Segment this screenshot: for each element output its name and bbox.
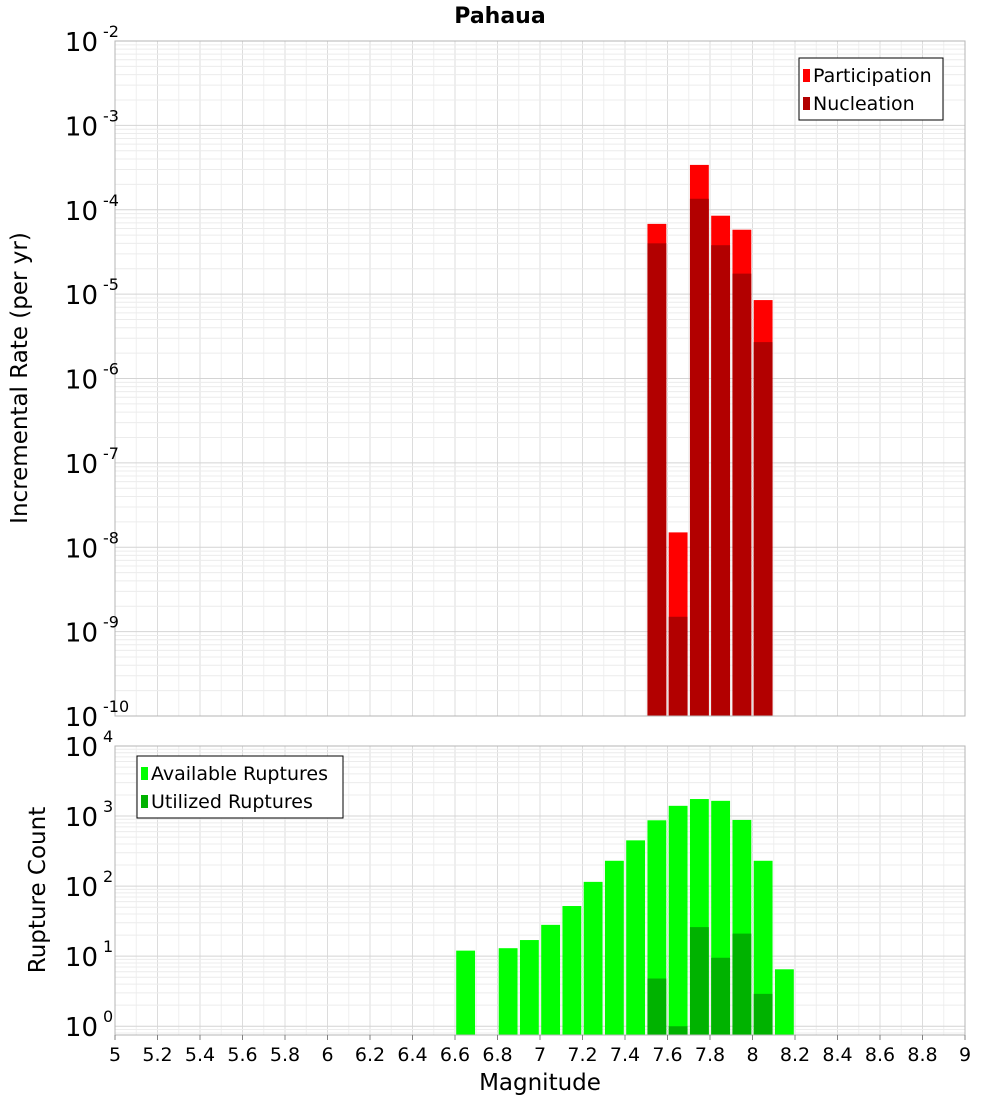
bottom-legend-label: Available Ruptures xyxy=(151,763,328,785)
bottom-bar-available-ruptures xyxy=(668,805,688,1035)
bottom-bar-utilized-ruptures xyxy=(753,993,773,1035)
bottom-bar-utilized-ruptures xyxy=(711,957,731,1035)
bottom-y-tick-label: 10 xyxy=(65,1013,98,1043)
x-tick-label: 6.8 xyxy=(482,1044,512,1066)
x-tick-label: 6 xyxy=(321,1044,333,1066)
bottom-bar-utilized-ruptures xyxy=(668,1026,688,1035)
bottom-bar-utilized-ruptures xyxy=(732,933,752,1035)
top-y-tick-exponent: -5 xyxy=(103,275,119,294)
bottom-bar-available-ruptures xyxy=(456,950,476,1035)
top-y-tick-exponent: -3 xyxy=(103,106,119,125)
top-legend xyxy=(798,57,944,121)
x-tick-label: 8.2 xyxy=(780,1044,810,1066)
x-tick-label: 5.2 xyxy=(142,1044,172,1066)
bottom-bar-utilized-ruptures xyxy=(689,927,709,1035)
top-y-tick-label: 10 xyxy=(65,197,98,227)
bottom-bar-available-ruptures xyxy=(753,860,773,1035)
top-y-tick-exponent: -2 xyxy=(103,22,119,41)
x-tick-label: 8.8 xyxy=(907,1044,937,1066)
top-y-tick-label: 10 xyxy=(65,281,98,311)
bottom-legend xyxy=(136,755,344,819)
top-y-axis-label: Incremental Rate (per yr) xyxy=(7,232,33,524)
top-y-tick-label: 10 xyxy=(65,366,98,396)
x-tick-label: 8.4 xyxy=(822,1044,852,1066)
x-tick-label: 5 xyxy=(109,1044,121,1066)
top-bar-nucleation xyxy=(689,198,709,717)
x-tick-label: 7.6 xyxy=(652,1044,682,1066)
x-tick-label: 8.6 xyxy=(865,1044,895,1066)
x-axis-label: Magnitude xyxy=(479,1070,601,1096)
x-tick-label: 5.6 xyxy=(227,1044,257,1066)
top-y-tick-label: 10 xyxy=(65,450,98,480)
bottom-y-tick-exponent: 3 xyxy=(103,797,113,816)
bottom-y-tick-label: 10 xyxy=(65,733,98,763)
x-tick-label: 7.2 xyxy=(567,1044,597,1066)
top-legend-swatch xyxy=(803,97,810,110)
chart-title: Pahaua xyxy=(454,4,545,29)
x-tick-label: 7 xyxy=(534,1044,546,1066)
top-y-tick-exponent: -10 xyxy=(103,697,129,716)
x-tick-label: 6.4 xyxy=(397,1044,427,1066)
top-y-tick-label: 10 xyxy=(65,112,98,142)
bottom-bar-available-ruptures xyxy=(498,948,518,1035)
bottom-bar-available-ruptures xyxy=(604,860,624,1035)
x-tick-label: 9 xyxy=(959,1044,971,1066)
bottom-bar-available-ruptures xyxy=(562,906,582,1035)
bottom-legend-swatch xyxy=(141,795,148,808)
top-y-tick-label: 10 xyxy=(65,703,98,733)
x-tick-label: 5.4 xyxy=(185,1044,215,1066)
top-legend-swatch xyxy=(803,69,810,82)
top-y-tick-exponent: -8 xyxy=(103,528,119,547)
bottom-bar-available-ruptures xyxy=(519,940,539,1035)
top-y-tick-exponent: -4 xyxy=(103,191,119,210)
bottom-legend-swatch xyxy=(141,767,148,780)
top-bar-nucleation xyxy=(732,273,752,716)
top-bar-nucleation xyxy=(753,342,773,716)
x-tick-label: 6.2 xyxy=(355,1044,385,1066)
top-y-tick-label: 10 xyxy=(65,619,98,649)
bottom-legend-label: Utilized Ruptures xyxy=(151,791,313,813)
top-y-tick-exponent: -7 xyxy=(103,444,119,463)
x-tick-label: 7.4 xyxy=(610,1044,640,1066)
x-tick-label: 8 xyxy=(746,1044,758,1066)
x-tick-label: 5.8 xyxy=(270,1044,300,1066)
top-legend-label: Nucleation xyxy=(813,93,915,115)
bottom-y-tick-exponent: 0 xyxy=(103,1007,113,1026)
bottom-y-tick-exponent: 1 xyxy=(103,937,113,956)
top-bar-nucleation xyxy=(711,245,731,717)
top-bar-nucleation xyxy=(647,243,667,717)
bottom-y-tick-exponent: 4 xyxy=(103,727,113,746)
top-legend-label: Participation xyxy=(813,65,932,87)
top-y-tick-exponent: -9 xyxy=(103,613,119,632)
bottom-bar-available-ruptures xyxy=(626,840,646,1035)
top-plot-frame xyxy=(114,40,966,717)
bottom-bar-available-ruptures xyxy=(583,881,603,1035)
x-tick-label: 6.6 xyxy=(440,1044,470,1066)
bottom-y-tick-label: 10 xyxy=(65,873,98,903)
x-tick-label: 7.8 xyxy=(695,1044,725,1066)
bottom-y-tick-label: 10 xyxy=(65,943,98,973)
bottom-y-tick-exponent: 2 xyxy=(103,867,113,886)
bottom-bar-available-ruptures xyxy=(774,969,794,1035)
bottom-bar-available-ruptures xyxy=(541,924,561,1035)
top-bar-nucleation xyxy=(668,616,688,716)
top-y-tick-label: 10 xyxy=(65,534,98,564)
bottom-y-tick-label: 10 xyxy=(65,803,98,833)
top-y-tick-exponent: -6 xyxy=(103,360,119,379)
bottom-y-axis-label: Rupture Count xyxy=(25,807,51,973)
bottom-bar-utilized-ruptures xyxy=(647,978,667,1035)
top-y-tick-label: 10 xyxy=(65,28,98,58)
